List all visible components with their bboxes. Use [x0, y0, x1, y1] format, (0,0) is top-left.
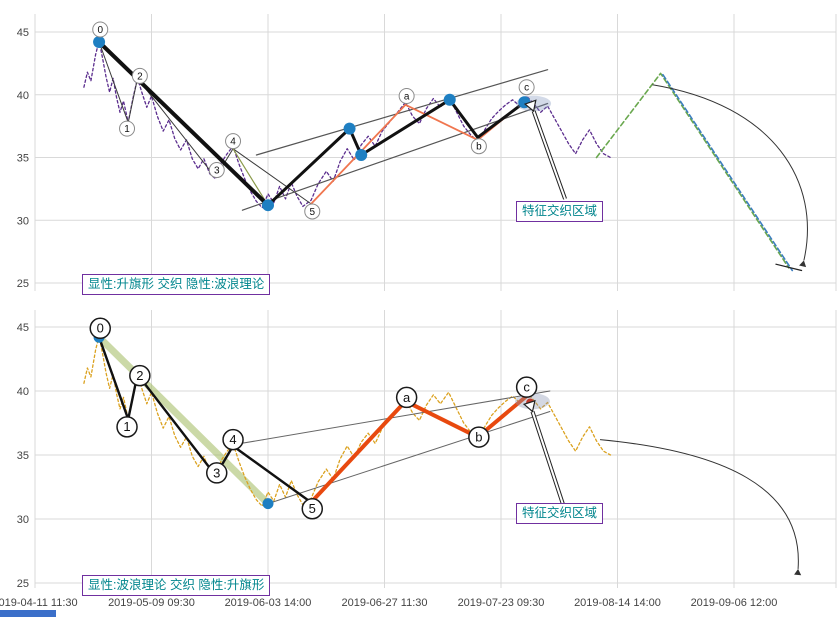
forecast-end-tick: [775, 263, 803, 272]
y-tick-label: 45: [17, 27, 29, 39]
wave-label-text: c: [523, 380, 530, 395]
wave-label-circle: [518, 79, 535, 96]
wave-label-circle: [116, 416, 138, 438]
bottom-panel-legend: 显性:波浪理论 交织 隐性:升旗形: [82, 575, 271, 596]
wave-label-circle: [395, 386, 418, 409]
wave-label-circle: [205, 462, 228, 484]
wave-label-circle: [225, 133, 242, 150]
wave-line-thick: [97, 336, 313, 504]
y-tick-label: 40: [17, 386, 29, 398]
wave-line-thin: [98, 41, 312, 205]
wave-label-circle: [304, 203, 321, 220]
y-tick-label: 35: [17, 153, 29, 165]
wave-label-circle: [468, 426, 490, 448]
bottom-region-label: 特征交织区域: [516, 503, 604, 524]
wave-label-circle: [301, 498, 324, 520]
wave-label-circle: [398, 88, 415, 105]
flag-vertex-dot: [443, 93, 456, 106]
top-region-label: 特征交织区域: [516, 201, 604, 222]
wave-label-text: 3: [214, 165, 220, 176]
wave-label-circle: [119, 120, 136, 137]
olive-segment: [232, 148, 269, 206]
region-pointer-arrowhead: [522, 399, 536, 413]
flag-pole: [97, 40, 270, 208]
wave-label-circle: [222, 428, 244, 451]
flag-vertex-dot: [343, 122, 356, 135]
x-tick-label: 2019-07-23 09:30: [458, 597, 545, 609]
projection-curve-arrow: [652, 84, 808, 261]
projection-curve-arrowhead: [794, 568, 802, 576]
x-tick-label: 2019-05-09 09:30: [108, 597, 195, 609]
flag-vertex-dot: [262, 199, 274, 212]
wave-label-text: 2: [136, 368, 143, 383]
abc-wave-line-thick: [309, 394, 529, 505]
wave-label-text: 0: [97, 321, 104, 336]
wave-label-circle: [129, 364, 151, 387]
forecast-green-dashed: [595, 72, 790, 269]
wave-label-circle: [92, 21, 109, 38]
region-pointer-arrow: [532, 110, 567, 200]
wave-label-text: 3: [213, 465, 220, 480]
y-tick-label: 45: [17, 322, 29, 334]
channel-upper-line: [255, 69, 549, 156]
wave-label-circle: [470, 138, 487, 155]
wave-label-text: c: [524, 83, 529, 94]
wave-label-circle: [131, 67, 148, 84]
flag-zigzag: [266, 98, 526, 207]
y-tick-label: 40: [17, 90, 29, 102]
wave-label-text: 2: [137, 71, 143, 82]
wave-label-text: 5: [309, 207, 315, 218]
wave-label-circle: [208, 162, 225, 179]
x-tick-label: 2019-04-11 11:30: [0, 597, 78, 609]
top-panel-legend: 显性:升旗形 交织 隐性:波浪理论: [82, 274, 271, 295]
projection-curve-arrowhead: [799, 260, 807, 268]
x-tick-label: 2019-06-27 11:30: [341, 597, 427, 609]
channel-lower-line: [267, 411, 551, 505]
forecast-blue-dashed: [662, 73, 794, 272]
wave-label-text: a: [404, 91, 410, 102]
wave-label-text: 4: [229, 432, 236, 447]
hidden-flag-pole-band: [95, 333, 272, 508]
wave-label-text: b: [476, 142, 482, 153]
y-tick-label: 35: [17, 450, 29, 462]
wave-label-text: 1: [124, 124, 130, 135]
projection-curve-arrow: [599, 439, 799, 569]
bottom-left-blue-strip: [0, 610, 56, 617]
pole-endpoint-dot: [262, 498, 274, 510]
x-tick-label: 2019-06-03 14:00: [225, 597, 312, 609]
y-tick-label: 30: [17, 215, 29, 227]
x-tick-label: 2019-08-14 14:00: [574, 597, 661, 609]
wave-label-text: 1: [123, 419, 130, 434]
flag-vertex-dot: [355, 148, 368, 161]
wave-label-text: b: [475, 429, 482, 444]
y-tick-label: 25: [17, 278, 29, 290]
wave-label-circle: [515, 376, 538, 398]
region-pointer-arrowhead: [523, 99, 537, 113]
y-tick-label: 30: [17, 514, 29, 526]
wave-label-text: 0: [97, 25, 103, 36]
region-pointer-arrow: [531, 411, 564, 504]
wave-label-circle: [89, 317, 111, 340]
price-line-gold: [83, 335, 612, 507]
flag-vertex-dot: [93, 36, 106, 49]
wave-label-text: 4: [230, 137, 236, 148]
wave-label-text: a: [403, 390, 411, 405]
wave-label-text: 5: [309, 501, 316, 516]
x-tick-label: 2019-09-06 12:00: [691, 597, 778, 609]
y-tick-label: 25: [17, 578, 29, 590]
